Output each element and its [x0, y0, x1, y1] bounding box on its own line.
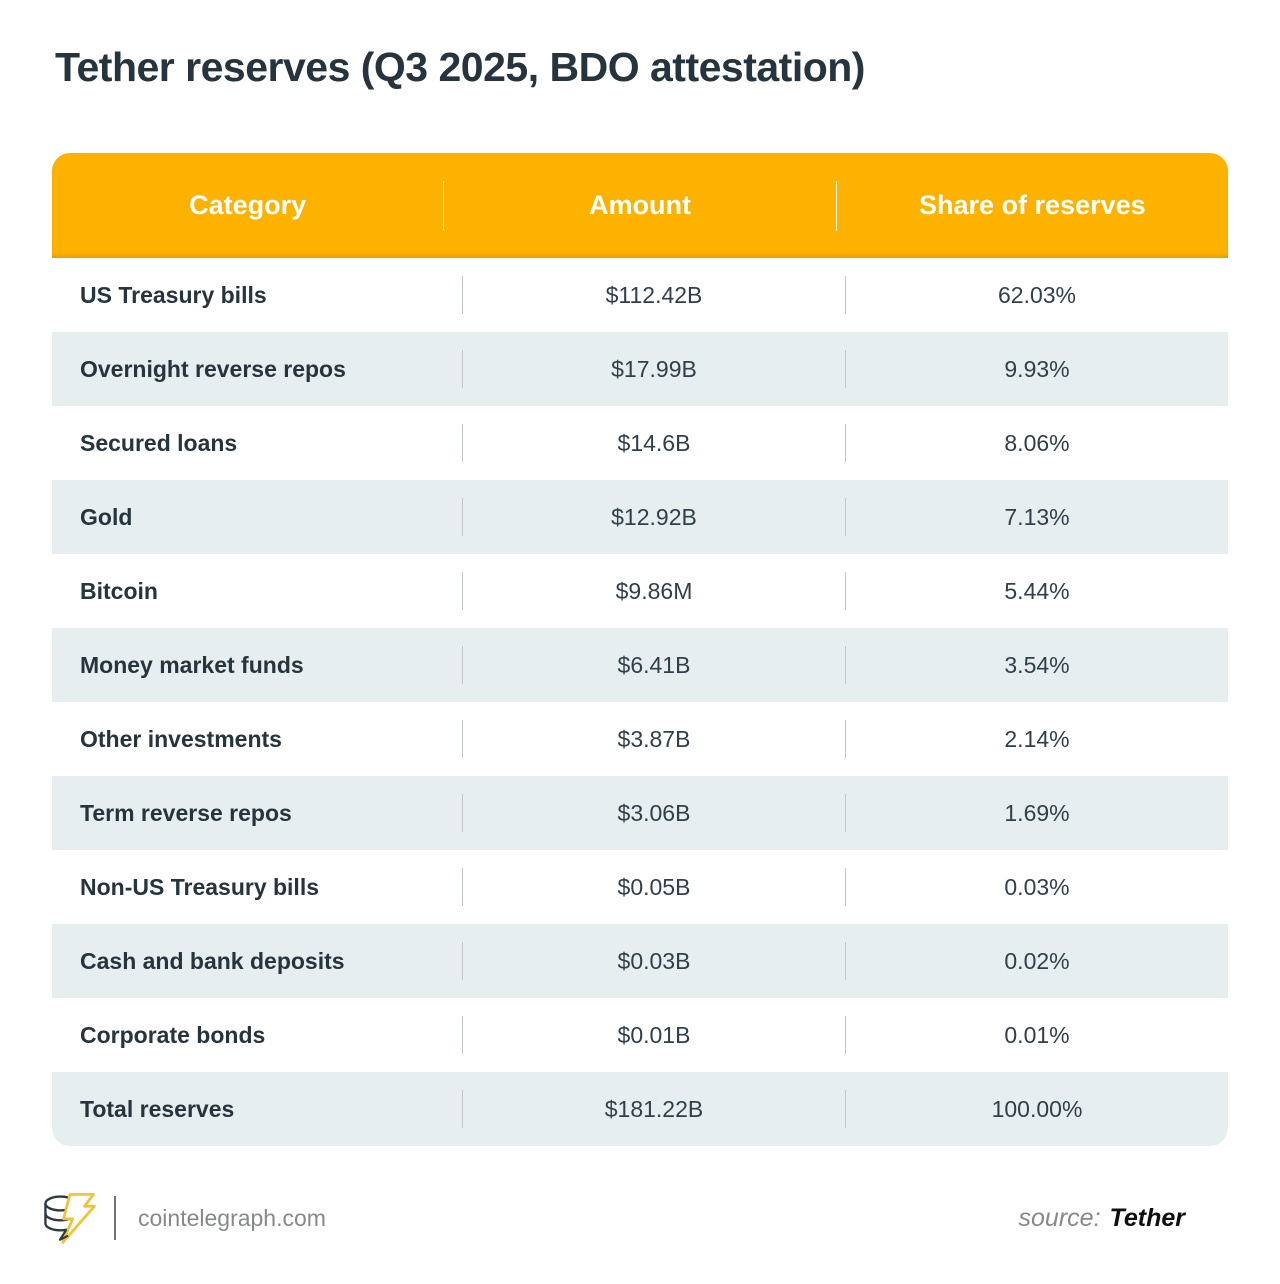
row-column-divider [462, 276, 463, 314]
source-value: Tether [1109, 1203, 1185, 1232]
row-column-divider [462, 868, 463, 906]
row-column-divider [462, 720, 463, 758]
table-body: US Treasury bills $112.42B 62.03% Overnight… [52, 258, 1228, 1146]
share-cell: 9.93% [1004, 355, 1070, 382]
source-label: source: [1018, 1203, 1101, 1232]
category-cell: Secured loans [80, 429, 238, 456]
row-column-divider [462, 424, 463, 462]
category-cell: Overnight reverse repos [80, 355, 346, 382]
source-credit: source: Tether [1019, 1204, 1240, 1233]
row-column-divider [462, 646, 463, 684]
header-column-divider [835, 180, 837, 231]
table-row: Other investments $3.87B 2.14% [52, 702, 1228, 776]
footer-divider [114, 1196, 116, 1240]
share-cell: 2.14% [1004, 725, 1070, 752]
table-row: Non-US Treasury bills $0.05B 0.03% [52, 850, 1228, 924]
table-row: Gold $12.92B 7.13% [52, 480, 1228, 554]
share-cell: 3.54% [1004, 651, 1070, 678]
table-row: Cash and bank deposits $0.03B 0.02% [52, 924, 1228, 998]
row-column-divider [845, 868, 846, 906]
category-cell: Bitcoin [80, 577, 158, 604]
row-column-divider [845, 720, 846, 758]
row-column-divider [845, 424, 846, 462]
share-cell: 5.44% [1004, 577, 1070, 604]
share-cell: 100.00% [991, 1095, 1083, 1122]
category-cell: Cash and bank deposits [80, 947, 345, 974]
amount-cell: $9.86M [615, 577, 693, 604]
site-label: cointelegraph.com [138, 1204, 326, 1231]
row-column-divider [462, 1016, 463, 1054]
amount-cell: $0.01B [617, 1021, 691, 1048]
table-row: Secured loans $14.6B 8.06% [52, 406, 1228, 480]
amount-cell: $0.05B [617, 873, 691, 900]
amount-cell: $17.99B [611, 355, 697, 382]
share-cell: 7.13% [1004, 503, 1070, 530]
table-row: Total reserves $181.22B 100.00% [52, 1072, 1228, 1146]
row-column-divider [845, 498, 846, 536]
row-column-divider [462, 1090, 463, 1128]
amount-cell: $12.92B [611, 503, 697, 530]
share-cell: 0.02% [1004, 947, 1070, 974]
column-header-category: Category [189, 190, 307, 220]
share-cell: 1.69% [1004, 799, 1070, 826]
table-header-row: Category Amount Share of reserves [52, 153, 1228, 258]
category-cell: Non-US Treasury bills [80, 873, 320, 900]
table-row: US Treasury bills $112.42B 62.03% [52, 258, 1228, 332]
amount-cell: $3.87B [617, 725, 691, 752]
category-cell: Term reverse repos [80, 799, 292, 826]
amount-cell: $112.42B [605, 281, 703, 308]
share-cell: 62.03% [997, 281, 1076, 308]
cointelegraph-logo-icon [44, 1193, 96, 1244]
category-cell: US Treasury bills [80, 281, 267, 308]
amount-cell: $181.22B [604, 1095, 704, 1122]
row-column-divider [845, 350, 846, 388]
row-column-divider [462, 794, 463, 832]
amount-cell: $0.03B [617, 947, 691, 974]
category-cell: Total reserves [80, 1095, 235, 1122]
share-cell: 0.03% [1004, 873, 1070, 900]
category-cell: Corporate bonds [80, 1021, 266, 1048]
table-row: Bitcoin $9.86M 5.44% [52, 554, 1228, 628]
category-cell: Other investments [80, 725, 282, 752]
column-header-amount: Amount [589, 190, 691, 220]
footer: cointelegraph.com source: Tether [40, 1188, 1240, 1248]
table-row: Overnight reverse repos $17.99B 9.93% [52, 332, 1228, 406]
table-row: Term reverse repos $3.06B 1.69% [52, 776, 1228, 850]
column-header-share: Share of reserves [919, 190, 1146, 220]
amount-cell: $3.06B [617, 799, 691, 826]
amount-cell: $14.6B [617, 429, 691, 456]
row-column-divider [462, 498, 463, 536]
share-cell: 0.01% [1004, 1021, 1070, 1048]
category-cell: Money market funds [80, 651, 304, 678]
share-cell: 8.06% [1004, 429, 1070, 456]
table-row: Corporate bonds $0.01B 0.01% [52, 998, 1228, 1072]
row-column-divider [845, 794, 846, 832]
row-column-divider [845, 646, 846, 684]
row-column-divider [462, 572, 463, 610]
header-column-divider [443, 180, 445, 231]
row-column-divider [845, 572, 846, 610]
reserves-table: Category Amount Share of reserves US Tre… [52, 153, 1228, 1146]
row-column-divider [462, 942, 463, 980]
row-column-divider [845, 276, 846, 314]
category-cell: Gold [80, 503, 133, 530]
amount-cell: $6.41B [617, 651, 691, 678]
page-title: Tether reserves (Q3 2025, BDO attestatio… [55, 44, 865, 90]
row-column-divider [845, 1016, 846, 1054]
row-column-divider [845, 1090, 846, 1128]
row-column-divider [462, 350, 463, 388]
row-column-divider [845, 942, 846, 980]
table-row: Money market funds $6.41B 3.54% [52, 628, 1228, 702]
